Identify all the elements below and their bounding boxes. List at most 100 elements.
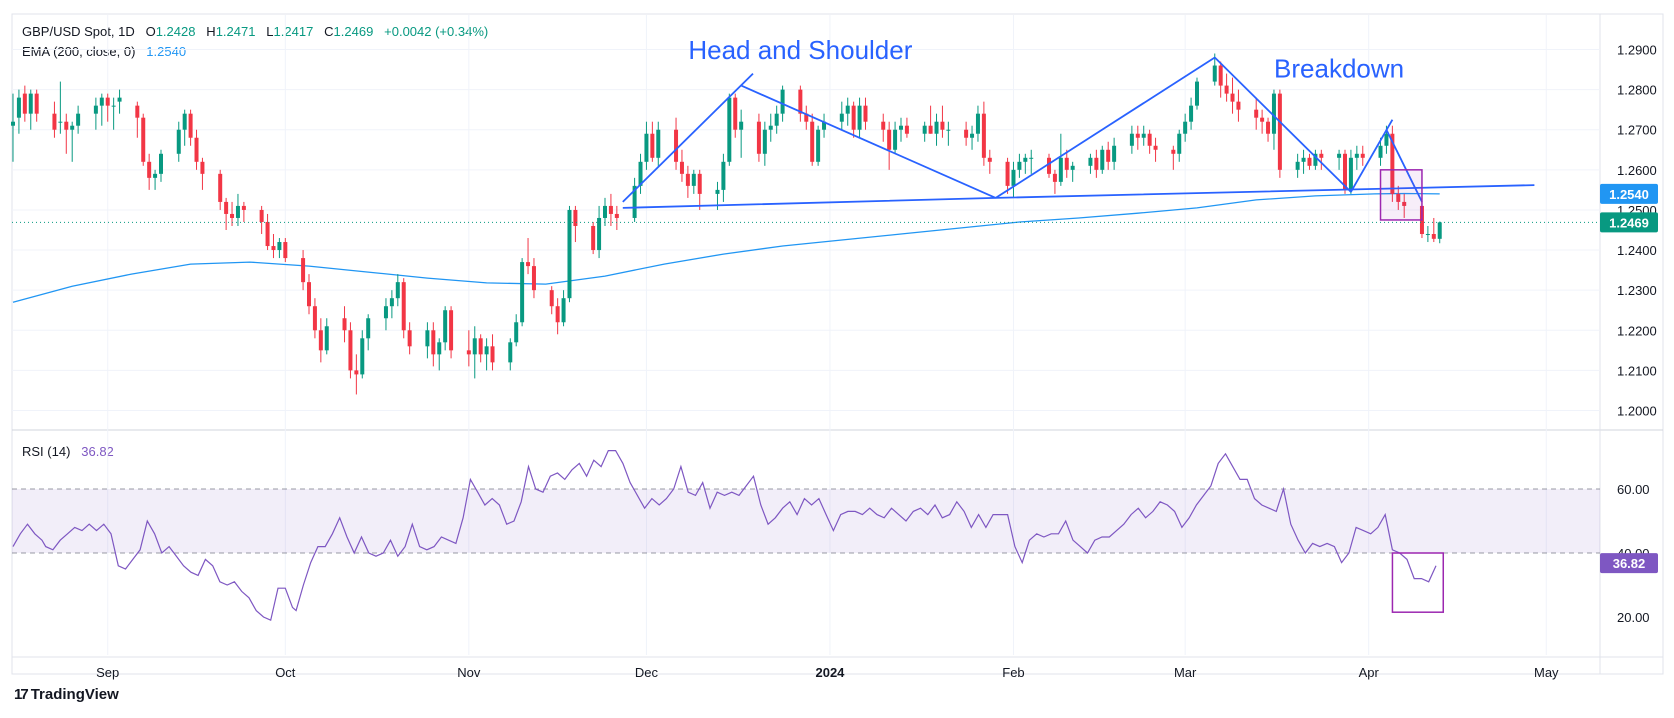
candle-body — [1390, 133, 1395, 194]
rsi-breakdown-box — [1391, 552, 1445, 613]
candle — [241, 201, 246, 222]
candle-body — [964, 129, 969, 138]
candle — [283, 238, 288, 263]
candle — [964, 121, 969, 146]
price-axis-badge: 1.2540 — [1600, 183, 1658, 204]
rsi-badge-bg — [1600, 553, 1658, 574]
candle — [922, 121, 927, 142]
open-value: 1.2428 — [155, 24, 196, 39]
candle — [153, 169, 158, 190]
candle — [472, 326, 477, 379]
close-label: C — [324, 24, 334, 39]
candle-body — [674, 129, 679, 162]
candle-body — [567, 209, 572, 299]
candle-body — [591, 225, 596, 251]
candle-body — [1384, 133, 1389, 146]
price-tick-label: 1.2700 — [1617, 123, 1657, 138]
candle-body — [159, 153, 163, 174]
candle-body — [153, 173, 158, 178]
candle — [1277, 89, 1282, 178]
price-tick-label: 1.2400 — [1617, 243, 1657, 258]
candle-body — [354, 370, 359, 375]
candle-body — [1147, 133, 1152, 146]
candle — [987, 149, 992, 174]
candle-body — [472, 338, 477, 355]
rsi-value: 36.82 — [81, 444, 114, 459]
candle-body — [549, 290, 554, 307]
candle — [34, 89, 39, 122]
ema-value: 1.2540 — [146, 44, 187, 59]
candle-body — [1064, 157, 1069, 170]
candle-body — [715, 189, 720, 194]
candle-body — [526, 262, 531, 267]
candle — [928, 105, 933, 134]
candle — [58, 81, 63, 134]
candle — [147, 153, 152, 190]
candle — [1260, 109, 1265, 134]
candle-body — [520, 262, 525, 323]
candle-body — [810, 121, 815, 162]
candle-body — [1354, 153, 1359, 158]
candle — [597, 205, 602, 259]
candle-body — [1301, 157, 1306, 162]
candle-body — [301, 258, 306, 283]
candle — [194, 129, 199, 170]
candle-body — [822, 121, 827, 130]
candle-body — [1088, 157, 1093, 166]
candle — [117, 89, 122, 114]
candle-body — [1153, 145, 1158, 150]
candle — [804, 105, 809, 130]
candle-body — [721, 161, 726, 190]
candle-body — [176, 129, 181, 154]
candle — [1052, 169, 1057, 194]
candle — [567, 205, 572, 303]
candle — [520, 258, 525, 327]
candle — [64, 113, 69, 154]
candle-body — [904, 125, 909, 134]
tradingview-logo[interactable]: 17 TradingView — [14, 686, 119, 703]
candle-body — [1425, 234, 1430, 236]
candle-body — [975, 113, 980, 134]
time-tick-label: Nov — [457, 665, 481, 680]
candle-body — [614, 213, 619, 218]
candle-body — [656, 129, 661, 158]
candle — [644, 121, 649, 170]
candle-body — [348, 330, 353, 371]
candle-body — [443, 310, 448, 343]
pattern-line — [1214, 56, 1352, 193]
candle-body — [70, 125, 75, 130]
candle-body — [490, 346, 495, 363]
candle-body — [970, 133, 975, 138]
candle — [76, 105, 81, 134]
candle — [1212, 53, 1217, 86]
candle-body — [1307, 157, 1312, 166]
candle — [1047, 153, 1051, 178]
candle-body — [16, 97, 21, 118]
candle — [721, 153, 726, 202]
candle — [774, 105, 779, 134]
candle-body — [1058, 157, 1063, 182]
candle-body — [1171, 149, 1176, 154]
candle — [839, 101, 844, 130]
candle-body — [188, 113, 193, 138]
high-value: 1.2471 — [215, 24, 256, 39]
candle — [401, 278, 406, 339]
price-badge-bg — [1600, 212, 1658, 233]
candle — [478, 334, 483, 363]
candle — [1396, 185, 1401, 210]
candle-body — [360, 338, 365, 375]
candle — [484, 338, 489, 371]
candle-body — [283, 242, 288, 259]
candle — [614, 205, 619, 230]
candle-body — [259, 209, 264, 222]
candle — [1218, 61, 1223, 98]
candle-body — [478, 338, 483, 355]
candle — [798, 85, 803, 122]
candle-body — [312, 306, 317, 331]
candle-body — [1183, 121, 1188, 134]
candle-body — [798, 89, 803, 114]
candle — [466, 330, 471, 367]
candle-body — [105, 97, 110, 106]
candle — [16, 89, 21, 134]
candle — [1183, 113, 1188, 142]
